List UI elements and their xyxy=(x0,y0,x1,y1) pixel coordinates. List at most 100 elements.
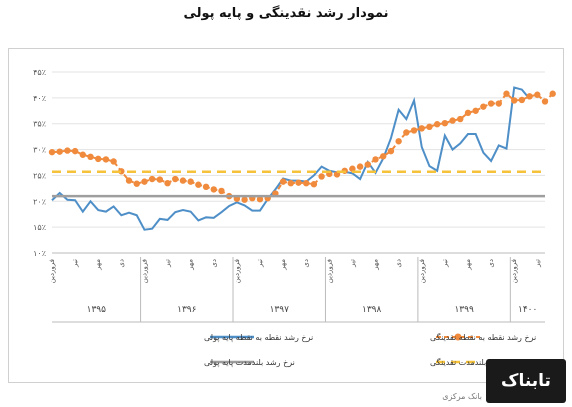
y-tick-label: ۴۰٪ xyxy=(33,94,46,103)
x-tick-label: فروردین xyxy=(233,259,241,283)
series-point xyxy=(503,90,510,97)
series-point xyxy=(287,179,294,187)
series-point xyxy=(541,98,549,105)
series-point xyxy=(410,127,418,134)
series-point xyxy=(549,90,556,97)
x-tick-label: دی xyxy=(302,259,310,268)
x-tick-label: فروردین xyxy=(48,259,56,283)
series-point xyxy=(148,175,156,183)
legend-label: نرخ رشد نقطه به نقطه نقدینگی xyxy=(430,332,536,342)
y-tick-label: ۴۵٪ xyxy=(33,68,46,77)
series-point xyxy=(526,93,533,100)
x-tick-label: تیر xyxy=(348,259,356,268)
x-tick-label: تیر xyxy=(533,259,541,268)
series-point xyxy=(164,179,171,187)
y-tick-label: ۲۰٪ xyxy=(33,197,46,206)
x-tick-label: دی xyxy=(117,259,125,268)
source-text: بانک مرکزی xyxy=(442,392,482,401)
series-point xyxy=(349,165,356,172)
series-point xyxy=(356,163,364,170)
series-point xyxy=(125,177,133,184)
x-tick-label: دی xyxy=(210,259,218,268)
y-tick-label: ۲۵٪ xyxy=(33,171,46,180)
x-tick-label: فروردین xyxy=(325,259,333,283)
series-point xyxy=(156,176,164,183)
series-point xyxy=(187,178,194,185)
x-tick-label: تیر xyxy=(256,259,264,268)
series-point xyxy=(495,100,502,107)
series-point xyxy=(418,125,425,132)
series-point xyxy=(480,103,487,110)
series-point xyxy=(380,153,387,160)
x-tick-label: دی xyxy=(487,259,495,268)
series-point xyxy=(295,179,302,186)
series-point xyxy=(64,147,71,154)
series-point xyxy=(518,96,526,104)
year-label: ۱۳۹۹ xyxy=(454,305,474,315)
series-point xyxy=(256,196,264,203)
series-point xyxy=(95,155,102,163)
year-label: ۱۳۹۵ xyxy=(87,305,107,315)
series-point xyxy=(372,156,379,163)
series-point xyxy=(457,115,464,123)
series-point xyxy=(403,129,410,136)
y-tick-label: ۳۰٪ xyxy=(33,146,46,155)
series-point xyxy=(433,121,441,128)
y-tick-label: ۱۰٪ xyxy=(33,249,46,258)
year-label: ۱۴۰۰ xyxy=(518,305,537,315)
series-point xyxy=(487,100,495,107)
series-point xyxy=(110,158,117,165)
series-point xyxy=(472,107,479,114)
x-tick-label: مهر xyxy=(372,259,380,271)
watermark-logo: تابناک xyxy=(486,359,566,403)
series-point xyxy=(172,175,179,183)
x-tick-label: تیر xyxy=(71,259,79,268)
series-point xyxy=(87,153,94,161)
series-point xyxy=(426,123,433,131)
series-point xyxy=(218,187,225,195)
year-label: ۱۳۹۷ xyxy=(270,305,290,315)
page-title: نمودار رشد نقدینگی و پایه پولی xyxy=(183,6,389,21)
series-point xyxy=(71,147,79,155)
legend-label: نرخ رشد نقطه به نقطه پایه پولی xyxy=(204,333,313,342)
legend-swatch-dot xyxy=(454,333,462,341)
series-point xyxy=(279,178,287,185)
series-point xyxy=(241,196,248,203)
series-point xyxy=(310,181,318,188)
series-point xyxy=(48,148,56,156)
x-tick-label: مهر xyxy=(464,259,472,271)
legend-label: نرخ رشد بلندمدت پایه پولی xyxy=(204,358,295,367)
series-point xyxy=(441,119,449,127)
series-point xyxy=(464,109,472,117)
x-tick-label: فروردین xyxy=(510,259,518,283)
x-tick-label: تیر xyxy=(164,259,172,268)
y-tick-label: ۱۵٪ xyxy=(33,223,46,232)
series-point xyxy=(141,178,148,185)
series-point xyxy=(133,180,140,187)
x-tick-label: مهر xyxy=(187,259,195,271)
series-point xyxy=(195,181,202,188)
chart-frame xyxy=(8,48,564,383)
series-point xyxy=(102,156,110,163)
series-point xyxy=(318,173,325,180)
x-tick-label: تیر xyxy=(441,259,449,268)
y-tick-label: ۳۵٪ xyxy=(33,120,46,129)
series-point xyxy=(202,183,210,191)
series-line-0 xyxy=(51,86,531,231)
x-tick-label: فروردین xyxy=(418,259,426,283)
series-point xyxy=(179,177,187,184)
legend-label: نرخ رشد بلندمدت نقدینگی xyxy=(430,357,518,367)
x-tick-label: مهر xyxy=(279,259,287,271)
x-tick-label: دی xyxy=(395,259,403,268)
year-label: ۱۳۹۸ xyxy=(362,305,382,315)
year-label: ۱۳۹۶ xyxy=(177,305,197,315)
series-point xyxy=(79,151,87,158)
x-tick-label: فروردین xyxy=(140,259,148,283)
series-point xyxy=(534,91,541,98)
series-point xyxy=(56,148,63,155)
x-tick-label: مهر xyxy=(94,259,102,271)
series-point xyxy=(449,117,456,124)
series-point xyxy=(387,147,395,155)
series-point xyxy=(395,138,402,145)
